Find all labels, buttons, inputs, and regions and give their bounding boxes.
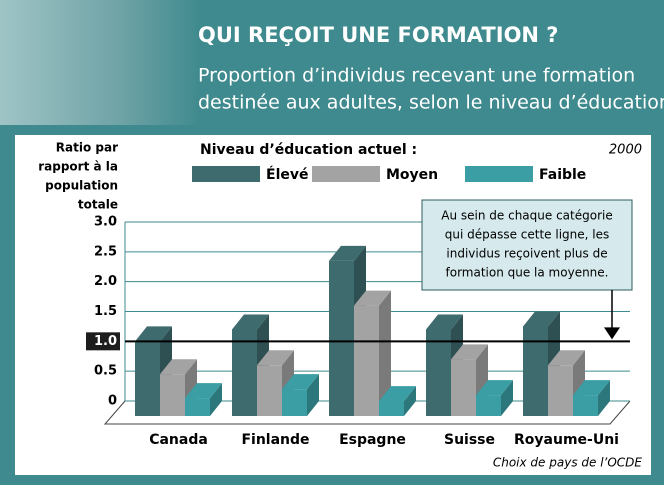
legend-label: Faible — [539, 167, 586, 183]
bar — [379, 401, 404, 416]
legend-label: Moyen — [386, 167, 438, 183]
y-tick-label: 0.5 — [94, 364, 117, 379]
legend-label: Élevé — [266, 166, 308, 183]
header-photo — [0, 0, 200, 125]
y-tick-label: 1.0 — [94, 334, 117, 349]
y-tick-label: 1.5 — [94, 304, 117, 319]
bar — [426, 329, 451, 416]
bar — [160, 374, 185, 416]
bar — [548, 365, 573, 416]
x-tick-label: Royaume-Uni — [514, 432, 619, 448]
bar — [282, 389, 307, 416]
y-axis-label: Ratio par — [56, 141, 118, 155]
bar — [476, 395, 501, 416]
y-axis-label: rapport à la — [38, 160, 118, 174]
annotation-text: qui dépasse cette ligne, les — [445, 228, 610, 242]
bar — [451, 359, 476, 416]
x-tick-label: Canada — [149, 432, 208, 448]
y-tick-label: 2.0 — [94, 274, 117, 289]
legend-swatch — [465, 166, 533, 182]
bar — [135, 341, 160, 416]
bar — [573, 395, 598, 416]
annotation-text: individus reçoivent plus de — [446, 247, 607, 261]
bar — [185, 398, 210, 416]
x-tick-label: Espagne — [339, 432, 406, 448]
x-tick-label: Finlande — [241, 432, 309, 448]
annotation-text: formation que la moyenne. — [446, 266, 609, 280]
year: 2000 — [609, 143, 642, 158]
bar — [257, 365, 282, 416]
y-axis-label: population — [45, 179, 118, 193]
y-tick-label: 0 — [108, 394, 117, 409]
y-axis-label: totale — [78, 198, 118, 212]
bar — [329, 261, 354, 416]
subtitle: Proportion d’individus recevant une form… — [198, 65, 635, 87]
legend-swatch — [312, 166, 380, 182]
x-tick-label: Suisse — [444, 432, 495, 448]
subtitle: destinée aux adultes, selon le niveau d’… — [198, 92, 664, 114]
chart: QUI REÇOIT UNE FORMATION ? Proportion d’… — [0, 0, 664, 485]
legend-swatch — [192, 166, 260, 182]
y-tick-label: 3.0 — [94, 215, 117, 230]
legend-title: Niveau d’éducation actuel : — [200, 142, 417, 158]
bar — [354, 306, 379, 416]
y-tick-label: 2.5 — [94, 244, 117, 259]
bar — [523, 327, 548, 417]
chart-title: QUI REÇOIT UNE FORMATION ? — [198, 23, 559, 47]
footnote: Choix de pays de l’OCDE — [493, 456, 643, 470]
bar — [232, 329, 257, 416]
annotation-text: Au sein de chaque catégorie — [441, 209, 612, 223]
